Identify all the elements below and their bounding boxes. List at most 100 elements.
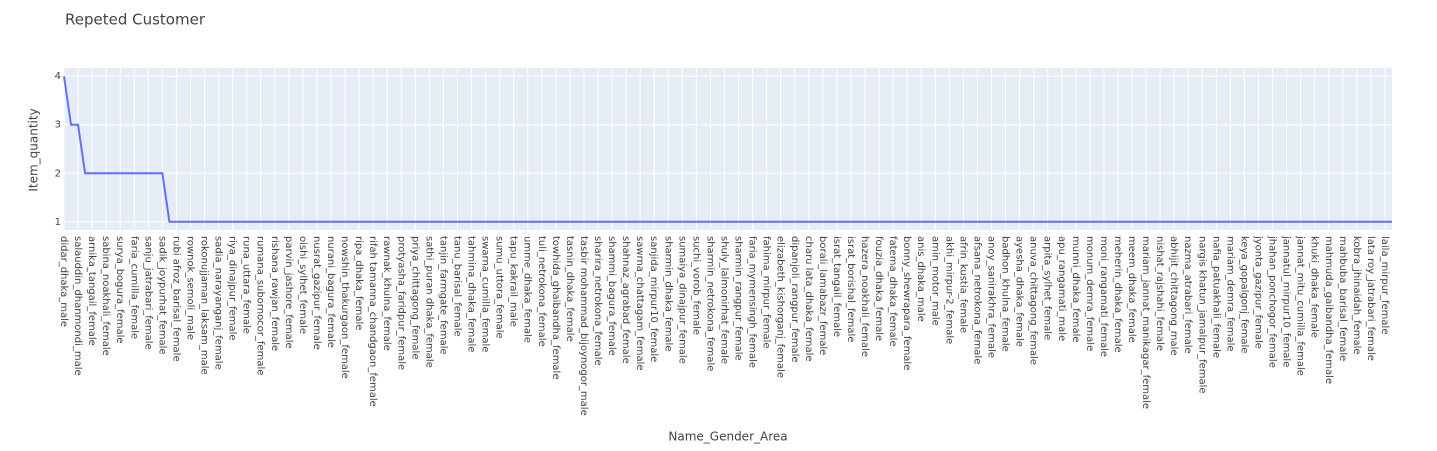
- x-tick-label: nurani_bagura_female: [325, 236, 336, 348]
- x-tick-label: tasbir mohammad_bijoynogor_male: [578, 236, 589, 416]
- x-tick-label: surya_bogura_female: [114, 236, 125, 344]
- x-tick-label: meem_dhaka_female: [1126, 236, 1137, 343]
- x-tick-label: arnika_tangail_female: [86, 236, 97, 346]
- x-tick-label: parvin_jashore_female: [283, 236, 294, 349]
- x-tick-label: fatema_dhaka_female: [887, 236, 898, 347]
- x-tick-label: ripa_dhaka_female: [353, 236, 364, 330]
- x-tick-label: afsana_netrokona_female: [971, 236, 982, 364]
- x-tick-label: nusrat_gazipur_female: [311, 236, 322, 350]
- y-tick-label: 4: [55, 71, 61, 82]
- x-tick-label: jyonta_gazipur_female: [1252, 235, 1263, 349]
- x-tick-label: israt_tangail_female: [831, 236, 842, 337]
- x-tick-label: faria_mymensingh_female: [747, 236, 758, 368]
- x-tick-label: shahnaz_agrabad_female: [620, 236, 631, 364]
- x-tick-label: jannat_mitu_cumilla_female: [1295, 235, 1306, 376]
- x-tick-label: meherin_dhaka_female: [1112, 236, 1123, 353]
- x-tick-label: nargis khatun_jamalpur_female: [1196, 236, 1207, 394]
- y-tick-label: 2: [55, 168, 61, 179]
- x-tick-label: mariam_jannat_manikagar_female: [1140, 236, 1151, 409]
- x-tick-label: rokonujjaman_laksam_male: [199, 236, 210, 375]
- x-tick-label: charu lata_dhaka_female: [803, 236, 814, 362]
- x-tick-label: tuli_netrokona_female: [536, 236, 547, 347]
- x-tick-label: apu_rangamati_male: [1056, 236, 1067, 341]
- x-tick-label: laila_mirpur_female: [1379, 236, 1390, 335]
- x-tick-label: arpita_sylhet_female: [1042, 236, 1053, 340]
- x-tick-label: ayesha_dhaka_female: [1014, 236, 1025, 347]
- x-tick-label: jhahan_ponchogor_female: [1267, 235, 1278, 368]
- x-tick-label: sanju_jatrabari_female: [142, 236, 153, 350]
- x-tick-label: didar_dhaka_male: [58, 236, 69, 327]
- x-tick-label: sanjida_mirpur10_female: [648, 236, 659, 362]
- x-tick-label: salauddin_dhanmondi_male: [72, 236, 83, 376]
- x-tick-label: protyasha_faridpur_female: [395, 236, 406, 370]
- x-tick-label: rubi afroz_barisal_female: [170, 236, 181, 362]
- x-tick-label: mariam_demra_female: [1224, 236, 1235, 352]
- x-tick-label: rawnak_khulna_female: [381, 236, 392, 351]
- x-tick-label: sadia_narayanganj_female: [213, 236, 224, 370]
- x-tick-label: nowshin_thakurgaon_female: [339, 236, 350, 379]
- x-tick-label: riya_dinajpur_female: [227, 236, 238, 341]
- x-tick-label: oishi_sylhet_female: [297, 236, 308, 334]
- x-tick-label: kobra_jhinaidah_female: [1351, 236, 1362, 355]
- x-tick-label: rifah tamanna_chandgaon_female: [367, 236, 378, 407]
- x-tick-label: munni_dhaka_female: [1070, 236, 1081, 343]
- x-tick-label: rishana_rawjan_female: [269, 236, 280, 351]
- x-tick-label: israt_borishal_female: [845, 236, 856, 342]
- x-tick-label: towhida_ghaibandha_female: [550, 236, 561, 380]
- x-tick-label: anis_dhaka_male: [915, 236, 926, 322]
- x-tick-label: anuva_chittagong_female: [1028, 236, 1039, 365]
- x-axis-title: Name_Gender_Area: [668, 430, 787, 444]
- x-tick-label: afrin_kustia_female: [957, 236, 968, 333]
- x-tick-label: sadik_joypurhat_female: [156, 236, 167, 355]
- x-tick-label: mahbuba_barisal_female: [1337, 236, 1348, 361]
- x-tick-label: fahima_mirpur_female: [761, 236, 772, 349]
- x-tick-label: hazera_noakhali_female: [859, 236, 870, 357]
- x-tick-label: faria_cumilla_female: [128, 236, 139, 339]
- x-tick-label: tahmina_dhaka_female: [466, 236, 477, 352]
- x-tick-label: nafia_patuakhali_female: [1210, 236, 1221, 358]
- x-tick-label: shuly_lalmonirhat_female: [718, 236, 729, 364]
- x-tick-label: borali_lamabazr_female: [817, 236, 828, 355]
- x-tick-label: tasnin_dhaka_female: [564, 236, 575, 342]
- x-tick-label: suchi_vorob_female: [690, 236, 701, 335]
- x-tick-label: khuki_dhaka_female: [1309, 236, 1320, 338]
- y-tick-label: 3: [55, 120, 61, 131]
- chart-title: Repeted Customer: [65, 11, 206, 29]
- x-tick-label: tapu_kakrail_male: [508, 236, 519, 327]
- x-tick-label: sumu_uttora_female: [494, 236, 505, 339]
- x-tick-label: anoy_sanirakhra_female: [985, 236, 996, 358]
- x-tick-label: sumaiya_dinajpur_female: [676, 236, 687, 364]
- x-tick-label: sharmin_dhaka_female: [662, 236, 673, 352]
- x-tick-label: elizabeth_kishorganj_female: [775, 236, 786, 378]
- x-tick-label: priya_chittagong_female: [409, 236, 420, 360]
- x-tick-label: jannatul_mirpur10_female: [1281, 235, 1292, 367]
- x-tick-label: akhi_mirpur-2_female: [943, 236, 954, 344]
- x-tick-label: monum_demra_female: [1084, 236, 1095, 351]
- x-tick-label: dipanjoli_rangpur_female: [789, 236, 800, 363]
- x-tick-label: bonny_shewrapara_female: [901, 236, 912, 370]
- x-tick-label: keya_gopalgonj_female: [1238, 236, 1249, 353]
- x-tick-label: amin_motor_male: [929, 236, 940, 326]
- x-tick-label: sharira_netrokona_female: [592, 236, 603, 366]
- x-tick-label: tanu_barisal_female: [451, 236, 462, 337]
- x-tick-label: sharmin_netrokona_female: [704, 236, 715, 371]
- x-tick-label: sawrna_chattagam_female: [634, 236, 645, 371]
- x-tick-label: sharmin_rangpur_female: [733, 236, 744, 361]
- y-axis-title: Item_quantity: [27, 108, 41, 191]
- y-tick-label: 1: [55, 217, 61, 228]
- x-tick-label: lata roy_jatrabari_female: [1365, 236, 1376, 361]
- x-tick-label: rumana_subornocor_female: [255, 236, 266, 375]
- plot-area: [64, 68, 1392, 230]
- x-tick-label: fouzia_dhaka_female: [873, 236, 884, 341]
- x-tick-label: shammi_bagura_female: [606, 236, 617, 356]
- x-tick-label: sathi_puran dhaka_female: [423, 236, 434, 368]
- x-tick-label: badhon_khulna_female: [1000, 236, 1011, 352]
- x-tick-label: nazma_atrabari_female: [1182, 236, 1193, 354]
- x-tick-label: sabina_noakhali_female: [100, 236, 111, 356]
- x-tick-label: moni_rangamati_female: [1098, 236, 1109, 357]
- x-tick-label: runa_uttara_female: [241, 236, 252, 334]
- line-series: [63, 76, 1392, 223]
- x-tick-label: tanjin_farmgate_female: [437, 236, 448, 355]
- x-tick-label: mahmuda_gaibandha_female: [1323, 236, 1334, 384]
